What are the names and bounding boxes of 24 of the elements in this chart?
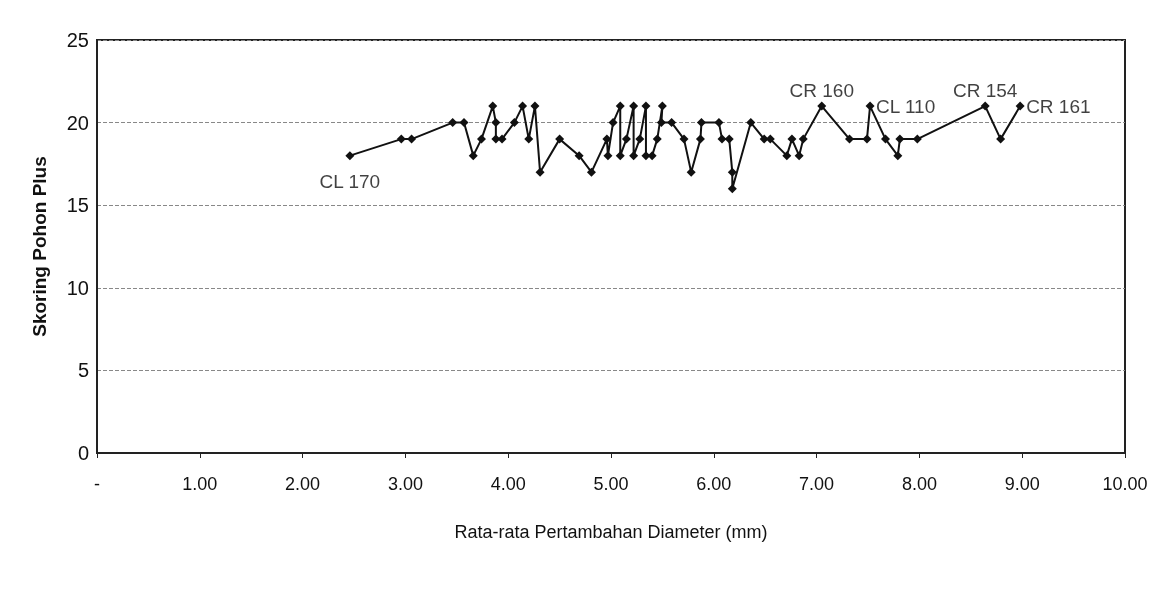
y-tick-label: 20	[66, 111, 89, 134]
y-tick-label: 10	[66, 276, 89, 299]
x-tick-label: 10.00	[1102, 474, 1148, 494]
y-tick-label: 15	[66, 194, 89, 217]
y-axis-title: Skoring Pohon Plus	[29, 156, 50, 337]
annotation: CL 170	[319, 170, 381, 192]
x-tick-label: 4.00	[490, 474, 526, 494]
y-tick-label: 5	[77, 359, 89, 382]
y-tick-label: 0	[77, 442, 89, 464]
x-tick-label: 3.00	[387, 474, 423, 494]
annotation: CR 160	[789, 80, 854, 102]
x-tick-label: 9.00	[1004, 474, 1040, 494]
x-axis-title: Rata-rata Pertambahan Diameter (mm)	[454, 522, 768, 542]
x-tick-label: 2.00	[285, 474, 321, 494]
x-tick-label: 6.00	[696, 474, 732, 494]
y-tick-label: 25	[66, 29, 89, 51]
annotation: CL 110	[876, 95, 936, 117]
annotation: CR 161	[1026, 95, 1091, 117]
x-tick-label: 1.00	[182, 474, 218, 494]
annotation: CR 154	[952, 80, 1018, 102]
x-tick-label: 8.00	[901, 474, 937, 494]
x-tick-label: 5.00	[593, 474, 629, 494]
x-tick-label: 7.00	[799, 474, 835, 494]
x-tick-label: -	[94, 474, 100, 494]
